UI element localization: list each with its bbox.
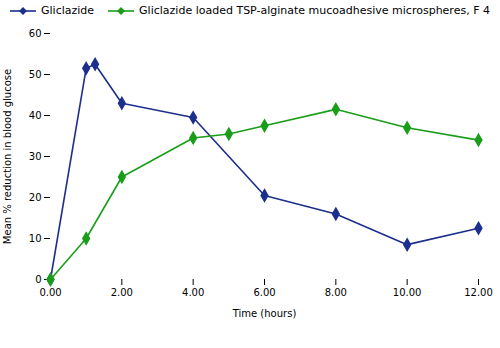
svg-text:Mean % reduction in blood gluc: Mean % reduction in blood glucose — [2, 69, 13, 244]
svg-text:0: 0 — [35, 274, 41, 285]
svg-text:Time (hours): Time (hours) — [232, 308, 297, 319]
svg-text:10.00: 10.00 — [393, 287, 422, 298]
html-text:Gliclazide: Gliclazide — [41, 4, 95, 17]
svg-text:8.00: 8.00 — [325, 287, 347, 298]
svg-text:50: 50 — [29, 69, 42, 80]
svg-text:40: 40 — [29, 110, 42, 121]
svg-text:12.00: 12.00 — [464, 287, 493, 298]
svg-text:20: 20 — [29, 192, 42, 203]
svg-text:2.00: 2.00 — [111, 287, 133, 298]
svg-text:10: 10 — [29, 233, 42, 244]
html-text:Gliclazide loaded TSP-alginate: Gliclazide loaded TSP-alginate mucoadhes… — [139, 4, 490, 17]
svg-text:0.00: 0.00 — [39, 287, 61, 298]
svg-text:30: 30 — [29, 151, 42, 162]
svg-text:4.00: 4.00 — [182, 287, 204, 298]
svg-text:6.00: 6.00 — [253, 287, 275, 298]
svg-text:60: 60 — [29, 28, 42, 39]
